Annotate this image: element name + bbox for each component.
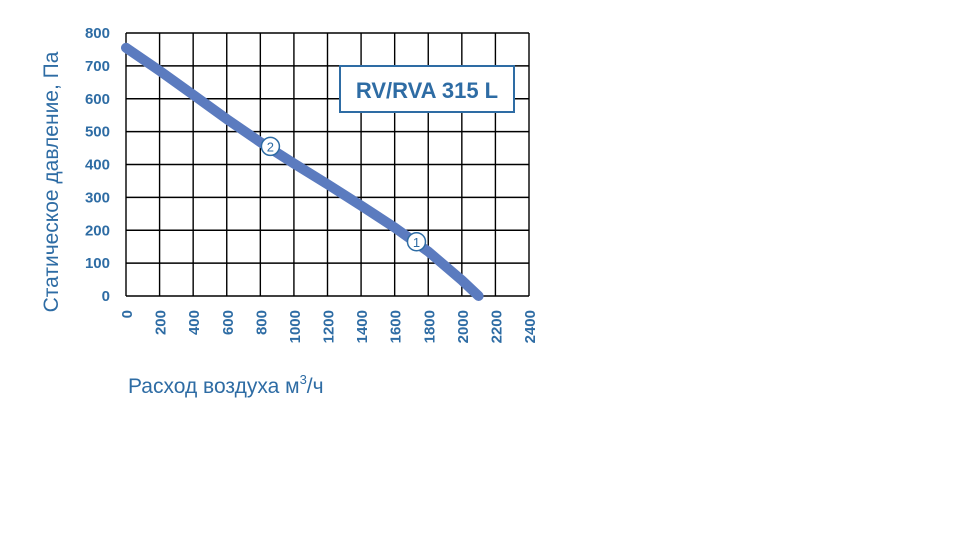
y-tick-label-5: 500	[85, 124, 110, 141]
marker-circle-2	[260, 136, 281, 157]
curve	[121, 42, 484, 301]
x-tick-label-1: 200	[153, 310, 170, 335]
x-tick-label-5: 1000	[287, 310, 304, 343]
y-axis-label: Статическое давление, Па	[40, 51, 63, 312]
x-tick-label-6: 1200	[321, 310, 338, 343]
y-tick-label-6: 600	[85, 91, 110, 108]
x-tick-label-4: 800	[253, 310, 270, 335]
x-tick-label-3: 600	[220, 310, 237, 335]
marker-label-1: 1	[413, 235, 420, 250]
x-axis-label-main: Расход воздуха м	[128, 375, 300, 398]
x-tick-label-7: 1400	[354, 310, 371, 343]
x-tick-label-0: 0	[119, 310, 136, 318]
x-axis-label-tail: /ч	[307, 375, 324, 398]
x-tick-label-12: 2400	[522, 310, 539, 343]
model-label-frame	[339, 65, 515, 113]
marker-circle-1	[406, 232, 427, 252]
y-tick-label-1: 100	[85, 255, 110, 272]
model-label: RV/RVA 315 L	[356, 78, 498, 103]
x-tick-label-8: 1600	[388, 310, 405, 343]
curve-marker-2: 2	[260, 136, 281, 157]
y-tick-label-4: 400	[85, 157, 110, 174]
x-tick-label-10: 2000	[455, 310, 472, 343]
x-axis-label: Расход воздуха м3/ч	[128, 372, 324, 398]
markers: 21	[260, 136, 427, 252]
x-axis-label-sup: 3	[300, 372, 307, 387]
marker-label-2: 2	[267, 139, 274, 154]
x-tick-labels: 0 200 400 600 800 1000 1200 1400 1600 1800 2000 220…	[119, 310, 539, 343]
y-tick-label-3: 300	[85, 189, 110, 206]
y-tick-labels: 0 100 200 300 400 500 600 700 800	[85, 25, 110, 305]
x-tick-label-9: 1800	[421, 310, 438, 343]
x-tick-label-2: 400	[186, 310, 203, 335]
y-tick-label-2: 200	[85, 222, 110, 239]
x-tick-label-11: 2200	[488, 310, 505, 343]
y-tick-label-0: 0	[102, 288, 110, 305]
y-tick-label-8: 800	[85, 25, 110, 42]
series-line-0	[121, 42, 484, 301]
curve-marker-1: 1	[406, 232, 427, 252]
y-tick-label-7: 700	[85, 58, 110, 75]
model-label-box: RV/RVA 315 L	[339, 65, 515, 113]
